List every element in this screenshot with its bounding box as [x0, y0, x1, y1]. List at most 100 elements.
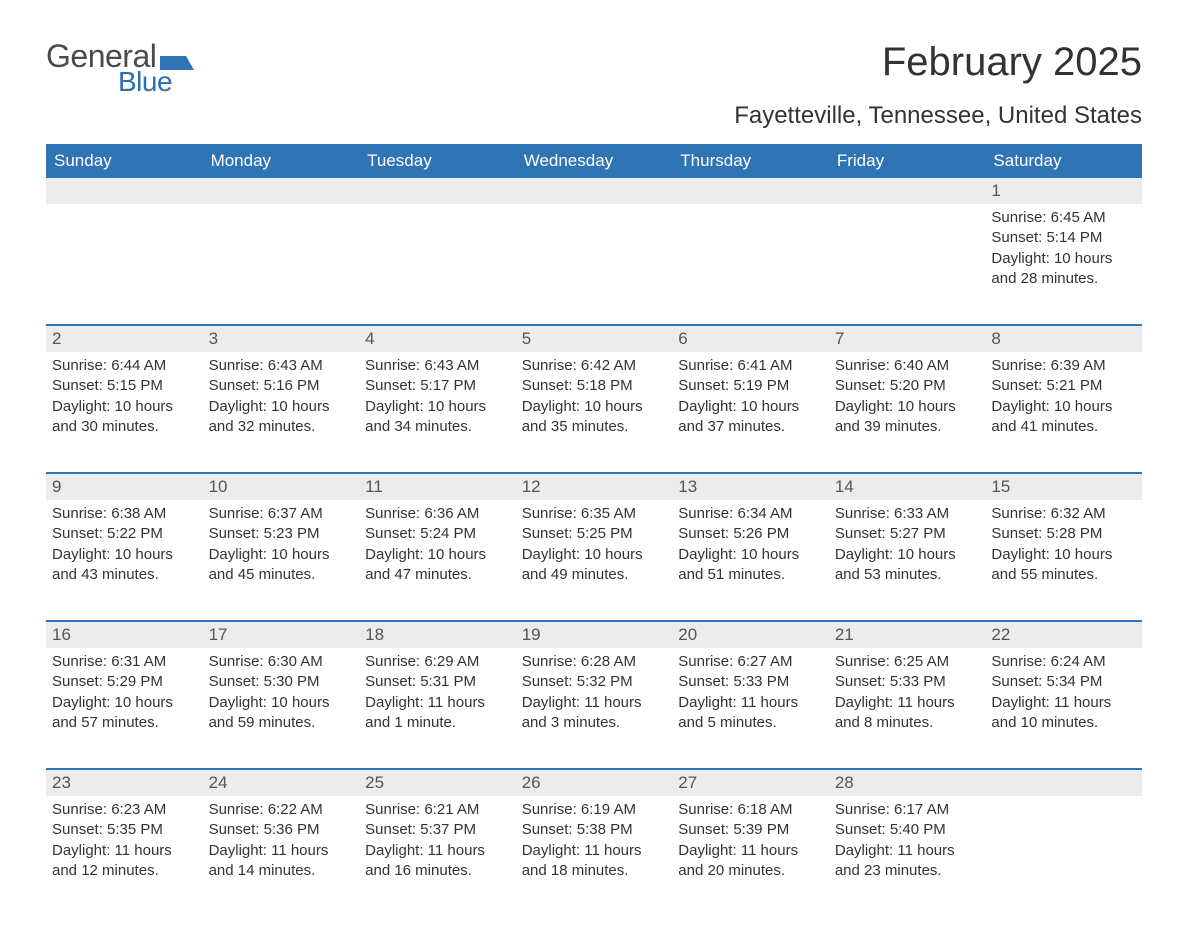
calendar-day: 19Sunrise: 6:28 AMSunset: 5:32 PMDayligh…: [516, 622, 673, 750]
daylight-label: Daylight:: [209, 398, 272, 415]
sunset-line: Sunset: 5:37 PM: [365, 820, 510, 840]
daylight-line: Daylight: 10 hours and 47 minutes.: [365, 545, 510, 586]
sunset-label: Sunset:: [209, 377, 264, 394]
calendar-day: 27Sunrise: 6:18 AMSunset: 5:39 PMDayligh…: [672, 770, 829, 898]
calendar-day: 9Sunrise: 6:38 AMSunset: 5:22 PMDaylight…: [46, 474, 203, 602]
daylight-line: Daylight: 10 hours and 32 minutes.: [209, 397, 354, 438]
sunrise-line: Sunrise: 6:29 AM: [365, 652, 510, 672]
sunset-line: Sunset: 5:16 PM: [209, 376, 354, 396]
calendar-day: [985, 770, 1142, 898]
sunset-label: Sunset:: [835, 821, 890, 838]
sunrise-label: Sunrise:: [835, 357, 894, 374]
calendar-body: 1Sunrise: 6:45 AMSunset: 5:14 PMDaylight…: [46, 178, 1142, 898]
sunset-label: Sunset:: [209, 525, 264, 542]
day-details: Sunrise: 6:23 AMSunset: 5:35 PMDaylight:…: [46, 796, 203, 889]
calendar-day: 16Sunrise: 6:31 AMSunset: 5:29 PMDayligh…: [46, 622, 203, 750]
sunset-value: 5:37 PM: [420, 821, 476, 838]
calendar-day: 2Sunrise: 6:44 AMSunset: 5:15 PMDaylight…: [46, 326, 203, 454]
sunrise-line: Sunrise: 6:38 AM: [52, 504, 197, 524]
day-details: Sunrise: 6:38 AMSunset: 5:22 PMDaylight:…: [46, 500, 203, 593]
sunrise-line: Sunrise: 6:35 AM: [522, 504, 667, 524]
sunrise-label: Sunrise:: [678, 357, 737, 374]
day-number: 20: [672, 622, 829, 648]
day-number: 12: [516, 474, 673, 500]
day-details: Sunrise: 6:21 AMSunset: 5:37 PMDaylight:…: [359, 796, 516, 889]
day-details: Sunrise: 6:22 AMSunset: 5:36 PMDaylight:…: [203, 796, 360, 889]
daylight-line: Daylight: 11 hours and 23 minutes.: [835, 841, 980, 882]
sunrise-label: Sunrise:: [835, 801, 894, 818]
day-number: 14: [829, 474, 986, 500]
calendar-header-row: SundayMondayTuesdayWednesdayThursdayFrid…: [46, 144, 1142, 178]
day-number: [203, 178, 360, 204]
sunset-line: Sunset: 5:33 PM: [835, 672, 980, 692]
sunset-line: Sunset: 5:40 PM: [835, 820, 980, 840]
sunrise-label: Sunrise:: [835, 653, 894, 670]
day-details: Sunrise: 6:19 AMSunset: 5:38 PMDaylight:…: [516, 796, 673, 889]
sunrise-value: 6:30 AM: [268, 653, 323, 670]
sunset-value: 5:31 PM: [420, 673, 476, 690]
calendar-header-cell: Saturday: [985, 144, 1142, 178]
sunset-label: Sunset:: [991, 525, 1046, 542]
daylight-line: Daylight: 10 hours and 59 minutes.: [209, 693, 354, 734]
sunrise-line: Sunrise: 6:36 AM: [365, 504, 510, 524]
daylight-line: Daylight: 10 hours and 45 minutes.: [209, 545, 354, 586]
calendar-day: 3Sunrise: 6:43 AMSunset: 5:16 PMDaylight…: [203, 326, 360, 454]
calendar-day: 26Sunrise: 6:19 AMSunset: 5:38 PMDayligh…: [516, 770, 673, 898]
sunset-line: Sunset: 5:14 PM: [991, 228, 1136, 248]
calendar-day: 11Sunrise: 6:36 AMSunset: 5:24 PMDayligh…: [359, 474, 516, 602]
sunrise-label: Sunrise:: [209, 357, 268, 374]
sunrise-value: 6:40 AM: [894, 357, 949, 374]
week-separator: [46, 306, 1142, 324]
daylight-label: Daylight:: [209, 842, 272, 859]
sunset-line: Sunset: 5:17 PM: [365, 376, 510, 396]
calendar-day: 8Sunrise: 6:39 AMSunset: 5:21 PMDaylight…: [985, 326, 1142, 454]
daylight-label: Daylight:: [835, 842, 898, 859]
sunset-value: 5:38 PM: [577, 821, 633, 838]
sunset-line: Sunset: 5:33 PM: [678, 672, 823, 692]
sunset-label: Sunset:: [835, 525, 890, 542]
day-number: [985, 770, 1142, 796]
day-number: [672, 178, 829, 204]
day-number: 25: [359, 770, 516, 796]
sunrise-value: 6:29 AM: [424, 653, 479, 670]
daylight-line: Daylight: 10 hours and 55 minutes.: [991, 545, 1136, 586]
sunrise-value: 6:35 AM: [581, 505, 636, 522]
day-details: Sunrise: 6:18 AMSunset: 5:39 PMDaylight:…: [672, 796, 829, 889]
sunset-label: Sunset:: [522, 673, 577, 690]
daylight-line: Daylight: 10 hours and 43 minutes.: [52, 545, 197, 586]
calendar-week: 9Sunrise: 6:38 AMSunset: 5:22 PMDaylight…: [46, 472, 1142, 602]
sunrise-label: Sunrise:: [365, 653, 424, 670]
sunrise-line: Sunrise: 6:41 AM: [678, 356, 823, 376]
calendar-day: 28Sunrise: 6:17 AMSunset: 5:40 PMDayligh…: [829, 770, 986, 898]
daylight-label: Daylight:: [991, 546, 1054, 563]
sunrise-line: Sunrise: 6:28 AM: [522, 652, 667, 672]
sunrise-line: Sunrise: 6:27 AM: [678, 652, 823, 672]
daylight-line: Daylight: 11 hours and 18 minutes.: [522, 841, 667, 882]
sunset-value: 5:22 PM: [107, 525, 163, 542]
daylight-line: Daylight: 11 hours and 5 minutes.: [678, 693, 823, 734]
calendar-day: 14Sunrise: 6:33 AMSunset: 5:27 PMDayligh…: [829, 474, 986, 602]
sunrise-label: Sunrise:: [365, 801, 424, 818]
sunset-line: Sunset: 5:28 PM: [991, 524, 1136, 544]
sunrise-label: Sunrise:: [678, 801, 737, 818]
calendar-day: 17Sunrise: 6:30 AMSunset: 5:30 PMDayligh…: [203, 622, 360, 750]
daylight-line: Daylight: 11 hours and 3 minutes.: [522, 693, 667, 734]
calendar-day: 15Sunrise: 6:32 AMSunset: 5:28 PMDayligh…: [985, 474, 1142, 602]
calendar-day: 21Sunrise: 6:25 AMSunset: 5:33 PMDayligh…: [829, 622, 986, 750]
sunset-line: Sunset: 5:26 PM: [678, 524, 823, 544]
sunset-label: Sunset:: [678, 673, 733, 690]
day-details: Sunrise: 6:41 AMSunset: 5:19 PMDaylight:…: [672, 352, 829, 445]
daylight-label: Daylight:: [209, 546, 272, 563]
calendar-day: 12Sunrise: 6:35 AMSunset: 5:25 PMDayligh…: [516, 474, 673, 602]
sunset-label: Sunset:: [678, 377, 733, 394]
sunset-line: Sunset: 5:27 PM: [835, 524, 980, 544]
daylight-label: Daylight:: [365, 842, 428, 859]
sunset-line: Sunset: 5:35 PM: [52, 820, 197, 840]
day-number: 27: [672, 770, 829, 796]
sunrise-line: Sunrise: 6:45 AM: [991, 208, 1136, 228]
sunrise-value: 6:23 AM: [111, 801, 166, 818]
daylight-label: Daylight:: [522, 546, 585, 563]
day-number: 13: [672, 474, 829, 500]
sunrise-line: Sunrise: 6:23 AM: [52, 800, 197, 820]
sunrise-label: Sunrise:: [365, 357, 424, 374]
